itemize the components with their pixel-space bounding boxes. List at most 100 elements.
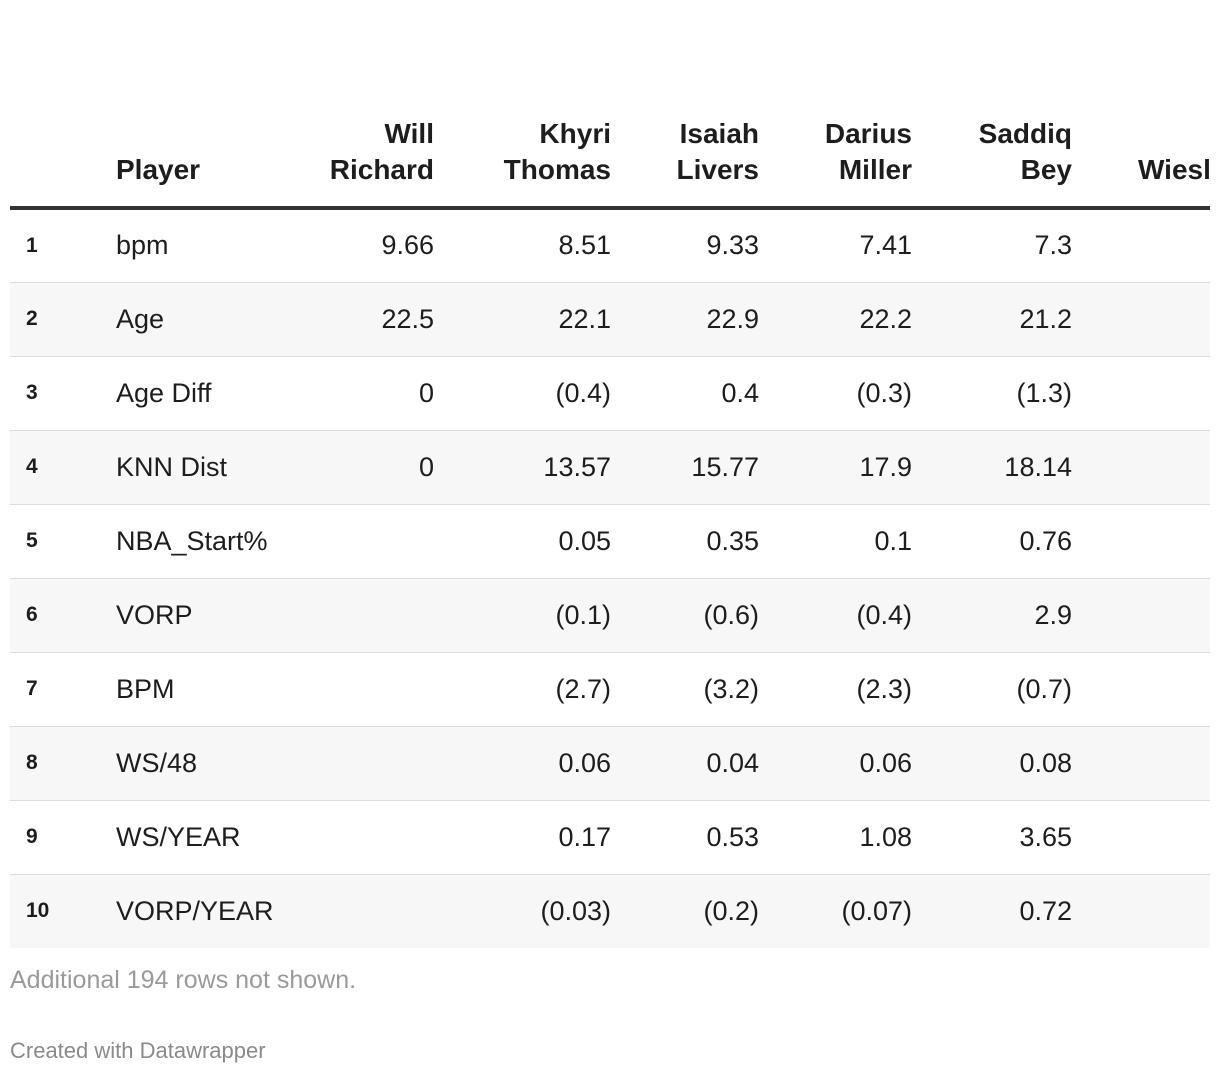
table-cell: 18.14 [914,430,1074,505]
table-cell [290,578,436,653]
row-metric-label: VORP [90,578,290,653]
header-label-line: Thomas [503,154,611,185]
header-label-line: Darius [824,118,912,149]
row-index: 7 [10,652,90,727]
table-cell: (0.4) [436,356,613,431]
table-cell: (0.4) [761,578,914,653]
table-cell: (2.3) [761,652,914,727]
table-body: 1 bpm 9.66 8.51 9.33 7.41 7.3 2 Age 22.5 22.1 22.9 2… [10,208,1210,948]
header-label-line: Will [384,118,434,149]
header-player[interactable]: Player [90,0,290,210]
table-cell: (0.03) [540,895,611,926]
table-cell [1074,504,1210,579]
table-cell: 8.51 [436,208,613,283]
row-metric-label: Age [90,282,290,357]
table-cell: 0.06 [761,726,914,801]
table-cell: 1.08 [761,800,914,875]
row-metric-label: KNN Dist [90,430,290,505]
row-index: 3 [10,356,90,431]
header-label-line: Livers [676,154,760,185]
table-row: 2 Age 22.5 22.1 22.9 22.2 21.2 [10,282,1210,357]
table-header: Player Will Richard Khyri Thomas Isaiah Livers… [10,0,1210,210]
table-cell: 22.9 [613,282,761,357]
table-cell: 2.9 [914,578,1074,653]
row-metric-label: Age Diff [90,356,290,431]
table-cell [1074,282,1210,357]
data-table-container: Player Will Richard Khyri Thomas Isaiah Livers… [10,0,1210,950]
header-column-5[interactable]: Darius Miller [761,0,914,210]
table-cell: 17.9 [761,430,914,505]
table-cell: 0.35 [613,504,761,579]
header-column-6[interactable]: Saddiq Bey [914,0,1074,210]
datawrapper-credit: Created with Datawrapper [10,1038,266,1063]
table-row: 10 VORP/YEAR (0.03) (0.2) (0.07) 0.72 [10,874,1210,948]
table-cell: 7.3 [914,208,1074,283]
row-metric-label: BPM [90,652,290,727]
table-cell: 0.08 [914,726,1074,801]
row-metric-label: bpm [90,208,290,283]
rows-not-shown-note: Additional 194 rows not shown. [10,966,357,994]
table-cell: 21.2 [914,282,1074,357]
table-cell [1074,578,1210,653]
table-row: 5 NBA_Start% 0.05 0.35 0.1 0.76 [10,504,1210,579]
table-cell [1074,652,1210,727]
header-label-line: Bey [1020,154,1072,185]
row-index: 2 [10,282,90,357]
table-cell: (0.2) [703,895,759,926]
table-cell: 0 [290,356,436,431]
table-cell: 0.76 [914,504,1074,579]
row-metric-label: NBA_Start% [90,504,290,579]
table-cell [290,800,436,875]
table-cell: 0.05 [436,504,613,579]
table-cell [290,504,436,579]
header-label-line: Player [116,154,201,185]
table-row: 3 Age Diff 0 (0.4) 0.4 (0.3) (1.3) [10,356,1210,431]
row-index: 9 [10,800,90,875]
table-row: 1 bpm 9.66 8.51 9.33 7.41 7.3 [10,208,1210,283]
header-column-4[interactable]: Isaiah Livers [613,0,761,210]
table-cell [1074,208,1210,283]
table-cell: (0.07) [841,895,912,926]
table-cell: (2.7) [436,652,613,727]
table-cell [1074,874,1210,948]
table-cell: 0.72 [1019,895,1072,926]
table-cell: 22.2 [761,282,914,357]
row-index: 10 [26,899,50,923]
table-cell: (1.3) [914,356,1074,431]
table-cell: (0.1) [436,578,613,653]
table-cell: 3.65 [914,800,1074,875]
table-cell: 13.57 [436,430,613,505]
table-cell: 9.33 [613,208,761,283]
table-cell: 0.4 [613,356,761,431]
header-label-line: Isaiah [679,118,759,149]
header-label-line: Saddiq [978,118,1072,149]
table-cell [290,652,436,727]
table-row: 4 KNN Dist 0 13.57 15.77 17.9 18.14 [10,430,1210,505]
row-index: 6 [10,578,90,653]
header-column-3[interactable]: Khyri Thomas [436,0,613,210]
table-cell [290,874,436,948]
header-label-line: Khyri [539,118,611,149]
table-cell: 22.1 [436,282,613,357]
table-cell: 15.77 [613,430,761,505]
table-row: 7 BPM (2.7) (3.2) (2.3) (0.7) [10,652,1210,727]
row-metric-label: WS/YEAR [90,800,290,875]
table-cell: 0.06 [436,726,613,801]
header-index[interactable] [10,0,90,210]
header-label-line: Richard [329,154,434,185]
table-cell [1074,800,1210,875]
table-cell: 0.1 [761,504,914,579]
row-index: 8 [10,726,90,801]
data-table: Player Will Richard Khyri Thomas Isaiah Livers… [10,0,1210,948]
table-cell: (0.6) [613,578,761,653]
table-cell: 22.5 [290,282,436,357]
header-column-2[interactable]: Will Richard [290,0,436,210]
header-label-line: Miller [838,154,912,185]
header-label-line: Wiesl [1138,154,1210,185]
header-row: Player Will Richard Khyri Thomas Isaiah Livers… [10,0,1210,210]
table-cell: 0 [290,430,436,505]
table-cell [1074,430,1210,505]
table-cell: (0.3) [761,356,914,431]
table-row: 8 WS/48 0.06 0.04 0.06 0.08 [10,726,1210,801]
header-column-7[interactable]: Wiesl [1074,0,1210,210]
